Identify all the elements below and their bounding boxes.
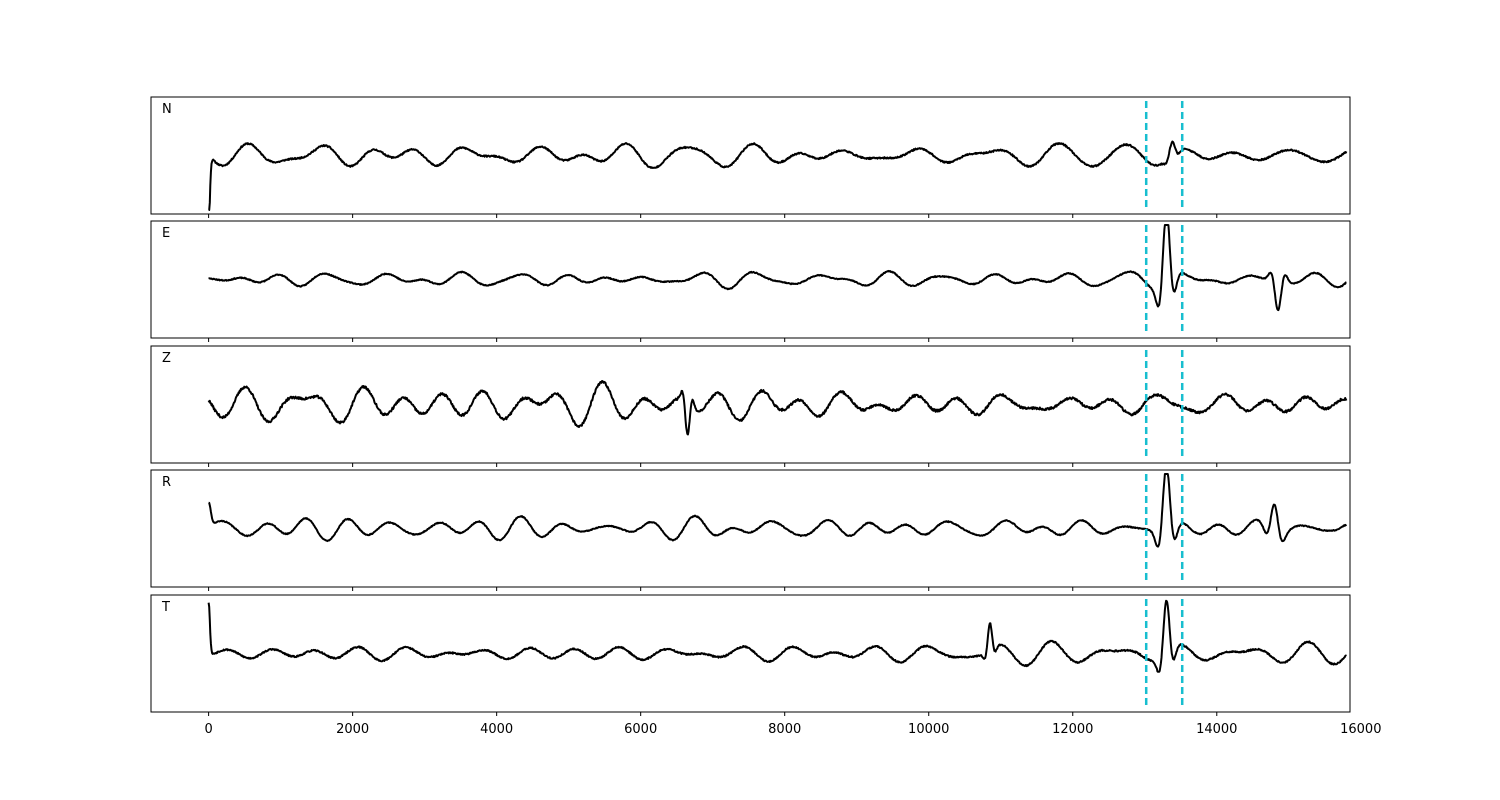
trace-Z [207, 380, 1348, 436]
x-tick-label: 16000 [1340, 722, 1381, 737]
trace-T [207, 599, 1347, 673]
x-tick-label: 2000 [336, 722, 369, 737]
x-tick-label: 12000 [1052, 722, 1093, 737]
trace-E [208, 224, 1347, 312]
x-tick-label: 4000 [480, 722, 513, 737]
panel-T: T [150, 594, 1351, 716]
panel-label: E [162, 226, 170, 241]
trace-R [208, 473, 1348, 548]
x-axis: 0 2000 4000 6000 8000 10000 12000 14000 16000 [204, 722, 1381, 737]
panel-frame [150, 594, 1351, 713]
panel-label: T [161, 600, 170, 615]
trace-N [208, 140, 1348, 211]
x-tick-label: 14000 [1196, 722, 1237, 737]
panels-group: N E Z R T [150, 96, 1351, 716]
x-tick-label: 10000 [908, 722, 949, 737]
x-tick-label: 6000 [624, 722, 657, 737]
panel-N: N [150, 96, 1351, 218]
panel-E: E [150, 220, 1351, 342]
panel-Z: Z [150, 345, 1351, 467]
panel-label: R [162, 475, 171, 490]
x-tick-label: 8000 [768, 722, 801, 737]
x-tick-label: 0 [204, 722, 212, 737]
panel-frame [150, 469, 1351, 588]
panel-label: Z [162, 351, 171, 366]
panel-R: R [150, 469, 1351, 591]
panel-frame [150, 220, 1351, 339]
panel-frame [150, 96, 1351, 215]
panel-label: N [162, 102, 172, 117]
panel-frame [150, 345, 1351, 464]
